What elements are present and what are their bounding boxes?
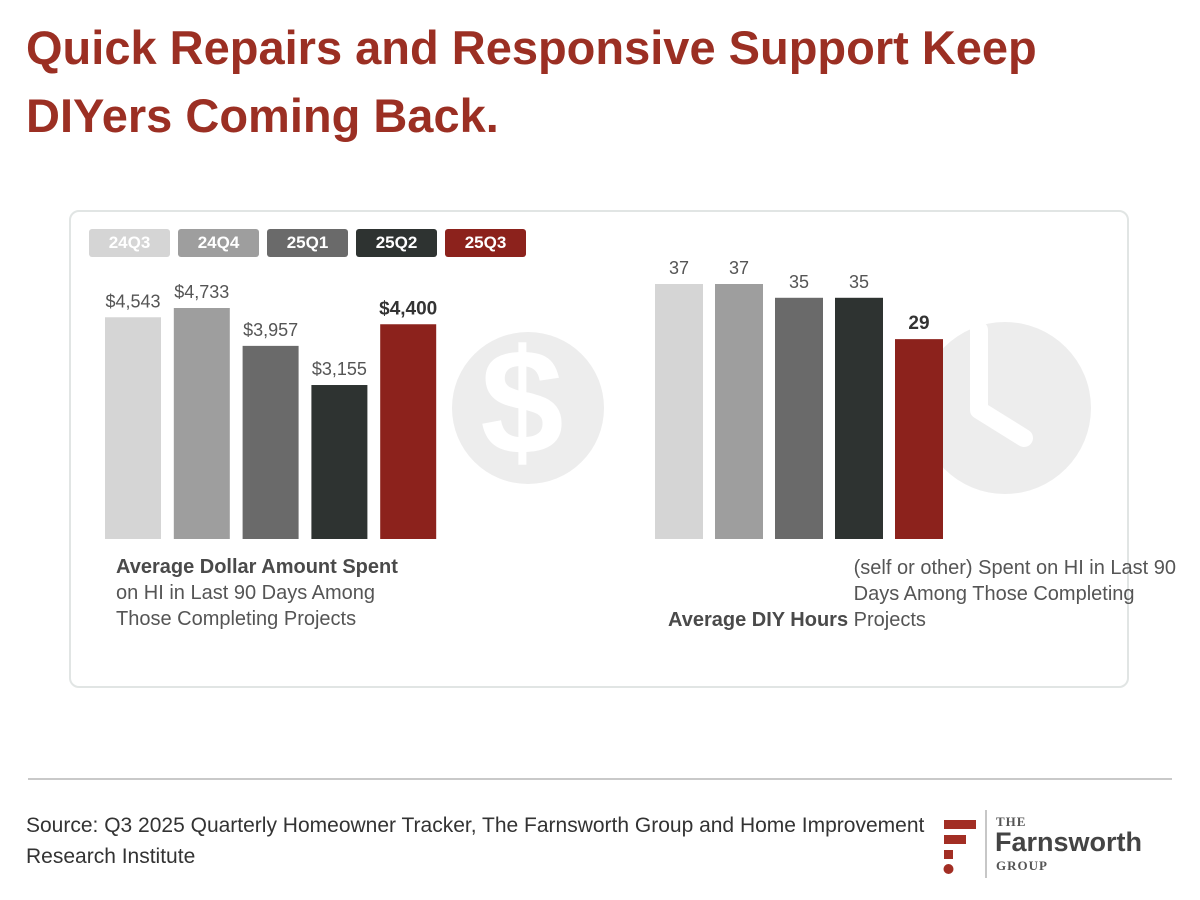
- left-value-label-25q1: $3,957: [243, 320, 298, 340]
- left-bar-24q3: [105, 317, 161, 539]
- legend: 24Q3 24Q4 25Q1 25Q2 25Q3: [89, 229, 526, 257]
- right-value-label-25q2: 35: [849, 272, 869, 292]
- source-note: Source: Q3 2025 Quarterly Homeowner Trac…: [26, 814, 925, 868]
- right-chart-caption: Average DIY Hours (self or other) Spent …: [668, 555, 1199, 633]
- legend-item-25q2: 25Q2: [356, 229, 437, 257]
- logo-name: Farnsworth: [995, 827, 1143, 857]
- right-bar-24q4: [715, 284, 763, 539]
- right-caption-bold: Average DIY Hours: [668, 609, 849, 631]
- right-value-label-25q1: 35: [789, 272, 809, 292]
- dollar-icon: $: [452, 318, 604, 486]
- right-value-label-24q3: 37: [669, 258, 689, 278]
- left-caption-bold: Average Dollar Amount Spent: [116, 556, 398, 578]
- logo-divider: [985, 810, 987, 878]
- right-bar-24q3: [655, 284, 703, 539]
- legend-item-25q1: 25Q1: [267, 229, 348, 257]
- footer-divider: [28, 778, 1172, 780]
- right-value-label-25q3: 29: [908, 313, 929, 334]
- legend-item-24q3: 24Q3: [89, 229, 170, 257]
- farnsworth-logo: THE Farnsworth GROUP: [940, 808, 1180, 880]
- page-title: Quick Repairs and Responsive Support Kee…: [26, 21, 1037, 142]
- left-chart-caption: Average Dollar Amount Spent on HI in Las…: [116, 554, 416, 632]
- left-caption-rest: on HI in Last 90 Days Among Those Comple…: [116, 582, 376, 630]
- right-caption-rest: (self or other) Spent on HI in Last 90 D…: [853, 557, 1177, 631]
- right-bar-25q1: [775, 297, 823, 539]
- left-value-label-24q3: $4,543: [105, 291, 160, 311]
- left-value-label-25q3: $4,400: [379, 298, 437, 319]
- charts-panel: [69, 210, 1129, 688]
- right-value-label-24q4: 37: [729, 258, 749, 278]
- left-bar-25q3: [380, 324, 437, 539]
- left-chart-bars: $4,543 $4,733 $3,957 $3,155 $4,400: [105, 282, 437, 539]
- left-bar-25q2: [311, 385, 368, 539]
- left-bar-25q1: [242, 345, 299, 539]
- logo-group: GROUP: [996, 858, 1048, 873]
- legend-item-25q3: 25Q3: [445, 229, 526, 257]
- svg-text:$: $: [480, 318, 563, 486]
- legend-item-24q4: 24Q4: [178, 229, 259, 257]
- left-bar-24q4: [173, 308, 230, 539]
- left-value-label-24q4: $4,733: [174, 282, 229, 302]
- right-bar-25q2: [835, 297, 883, 539]
- right-chart-bars: 37 37 35 35 29: [655, 258, 943, 539]
- logo-mark-icon: [943, 820, 976, 874]
- logo-the: THE: [996, 814, 1027, 829]
- right-bar-25q3: [895, 339, 943, 539]
- left-value-label-25q2: $3,155: [312, 359, 367, 379]
- clock-icon: [919, 321, 1091, 494]
